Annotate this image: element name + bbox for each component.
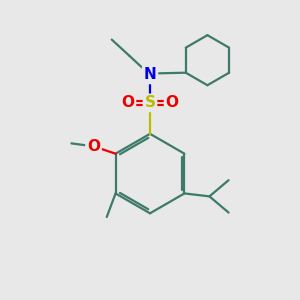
Text: S: S xyxy=(145,95,155,110)
Text: O: O xyxy=(87,139,100,154)
Text: O: O xyxy=(122,95,134,110)
Text: N: N xyxy=(144,68,156,82)
Text: O: O xyxy=(166,95,178,110)
